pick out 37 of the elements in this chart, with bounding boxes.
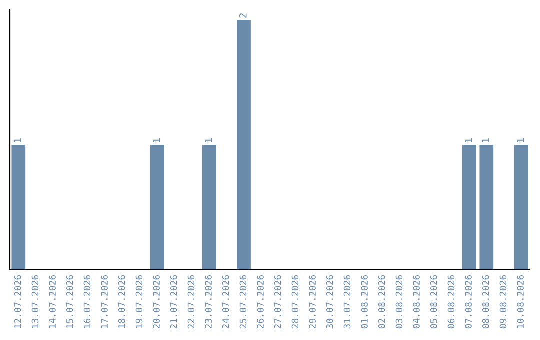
x-tick-label: 18.07.2026	[118, 275, 126, 328]
x-tick-label: 06.08.2026	[448, 275, 455, 329]
x-tick-label: 29.07.2026	[309, 275, 316, 329]
x-tick-label: 17.07.2026	[101, 275, 108, 328]
data-label: 1	[204, 138, 212, 142]
data-label: 1	[516, 138, 524, 142]
x-tick-label: 21.07.2026	[170, 275, 178, 329]
x-tick-label: 05.08.2026	[430, 275, 438, 329]
x-tick-label: 01.08.2026	[361, 275, 368, 329]
x-tick-label: 26.07.2026	[257, 275, 264, 329]
x-tick-label: 30.07.2026	[326, 275, 334, 329]
data-label: 2	[239, 14, 247, 18]
x-tick-label: 07.08.2026	[465, 275, 472, 329]
x-tick-label: 15.07.2026	[66, 275, 74, 328]
x-tick-label: 22.07.2026	[188, 275, 195, 329]
x-tick-label: 10.08.2026	[517, 275, 524, 328]
x-tick-label: 09.08.2026	[500, 275, 507, 329]
x-tick-label: 08.08.2026	[482, 275, 490, 329]
x-tick-label: 12.07.2026	[14, 275, 22, 328]
x-tick-label: 04.08.2026	[413, 275, 420, 329]
x-tick-label: 02.08.2026	[378, 275, 386, 329]
data-label: 1	[482, 138, 490, 142]
x-tick-label: 03.08.2026	[396, 275, 403, 329]
x-tick-label: 27.07.2026	[274, 275, 282, 329]
x-tick-label: 16.07.2026	[84, 275, 91, 328]
x-tick-label: 25.07.2026	[240, 275, 247, 329]
x-tick-label: 24.07.2026	[222, 275, 230, 329]
x-tick-label: 13.07.2026	[32, 275, 39, 328]
x-tick-label: 28.07.2026	[292, 275, 299, 329]
data-label: 1	[14, 138, 22, 142]
x-tick-label: 19.07.2026	[136, 275, 143, 328]
x-tick-label: 14.07.2026	[49, 275, 56, 328]
x-tick-label: 23.07.2026	[205, 275, 212, 329]
x-tick-label: 20.07.2026	[153, 275, 160, 329]
data-label: 1	[152, 138, 160, 142]
x-tick-label: 31.07.2026	[344, 275, 351, 329]
data-label: 1	[464, 138, 472, 142]
